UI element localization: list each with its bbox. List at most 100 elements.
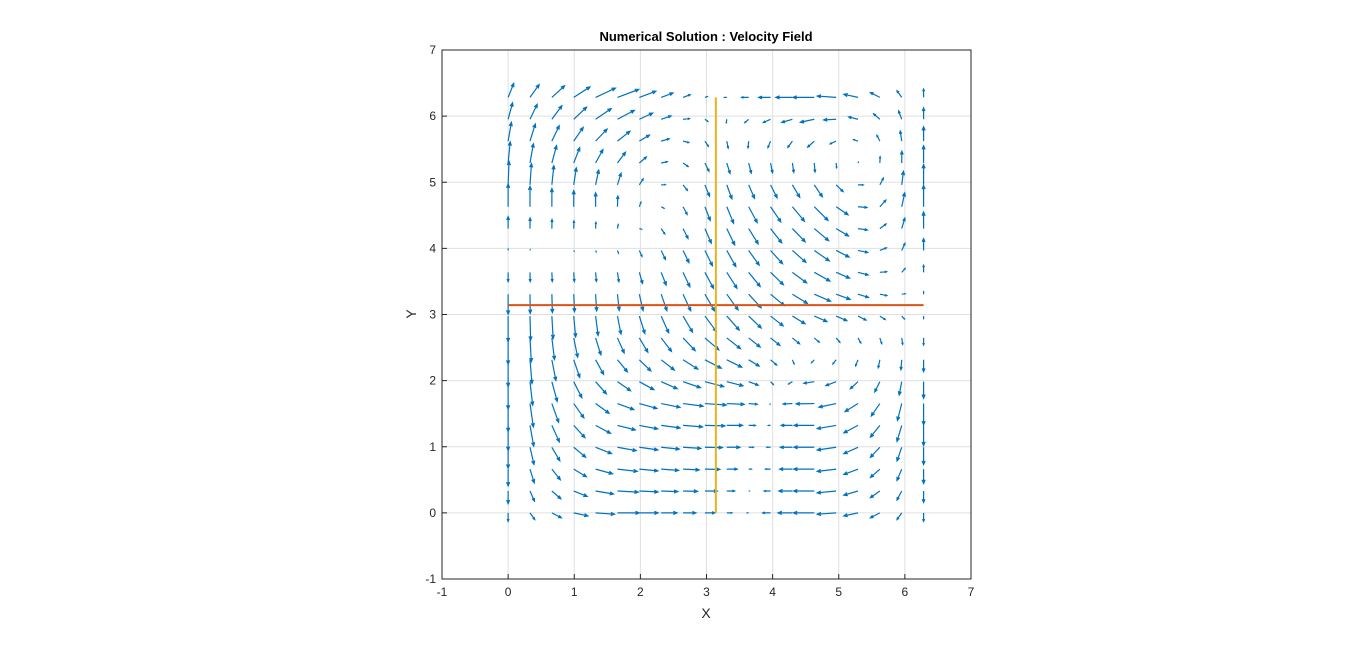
quiver-arrow xyxy=(817,447,836,451)
quiver-arrow xyxy=(879,157,880,163)
chart-title: Numerical Solution : Velocity Field xyxy=(599,29,812,44)
quiver-arrow xyxy=(900,360,902,370)
quiver-arrow xyxy=(836,250,849,257)
quiver-arrow xyxy=(749,338,760,347)
quiver-arrow xyxy=(573,294,576,311)
quiver-arrow xyxy=(727,512,732,513)
quiver-arrow xyxy=(596,382,607,394)
quiver-arrow xyxy=(794,489,815,492)
quiver-arrow xyxy=(814,316,827,322)
quiver-arrow xyxy=(844,447,858,453)
quiver-arrow xyxy=(507,272,509,281)
grid-lines xyxy=(442,50,971,579)
quiver-arrow xyxy=(793,511,814,514)
quiver-arrow xyxy=(617,131,629,141)
quiver-arrow xyxy=(814,185,822,197)
overlay-lines xyxy=(508,97,923,512)
quiver-arrow xyxy=(749,163,752,173)
quiver-arrow xyxy=(779,489,793,492)
quiver-arrow xyxy=(596,469,613,474)
quiver-arrow xyxy=(530,447,535,464)
quiver-arrow xyxy=(814,250,829,260)
quiver-arrow xyxy=(922,146,925,163)
quiver-arrow xyxy=(742,97,749,99)
quiver-arrow xyxy=(683,185,687,191)
quiver-arrow xyxy=(530,469,535,483)
quiver-arrow xyxy=(661,250,665,259)
quiver-arrow xyxy=(705,185,710,196)
quiver-arrow xyxy=(530,338,533,362)
quiver-arrow xyxy=(639,382,654,390)
quiver-arrow xyxy=(617,511,639,514)
quiver-arrow xyxy=(778,511,792,514)
quiver-arrow xyxy=(551,220,553,229)
y-tick-label: 1 xyxy=(429,440,436,454)
quiver-arrow xyxy=(877,135,880,141)
x-tick-label: 1 xyxy=(571,585,578,599)
quiver-arrow xyxy=(858,338,861,343)
quiver-arrow xyxy=(574,491,587,496)
quiver-arrow xyxy=(596,150,603,163)
quiver-arrow xyxy=(727,382,743,387)
quiver-arrow xyxy=(683,338,695,351)
y-tick-label: 0 xyxy=(429,506,436,520)
quiver-arrow xyxy=(574,382,582,398)
quiver-arrow xyxy=(727,207,734,223)
quiver-arrow xyxy=(552,382,558,402)
x-tick-label: 6 xyxy=(902,585,909,599)
quiver-arrow xyxy=(530,425,535,446)
quiver-arrow xyxy=(844,469,858,474)
quiver-arrow xyxy=(552,146,557,163)
quiver-arrow xyxy=(661,229,665,234)
quiver-arrow xyxy=(830,141,836,144)
quiver-arrow xyxy=(530,382,534,405)
quiver-arrow xyxy=(749,425,756,427)
quiver-arrow xyxy=(617,250,618,253)
quiver-arrow xyxy=(901,171,904,184)
quiver-arrow xyxy=(817,491,836,494)
quiver-arrow xyxy=(683,294,691,311)
quiver-arrow xyxy=(727,338,741,349)
quiver-arrow xyxy=(661,382,677,389)
quiver-arrow xyxy=(661,425,680,429)
quiver-arrow xyxy=(878,360,880,368)
quiver-arrow xyxy=(858,250,868,253)
quiver-arrow xyxy=(789,382,793,384)
quiver-arrow xyxy=(683,360,698,369)
quiver-arrow xyxy=(529,218,531,229)
quiver-arrow xyxy=(661,360,674,370)
quiver-arrow xyxy=(508,103,513,119)
quiver-arrow xyxy=(749,316,761,328)
quiver-arrow xyxy=(530,104,537,119)
quiver-arrow xyxy=(759,96,771,99)
quiver-arrow xyxy=(530,164,533,185)
quiver-arrow xyxy=(824,118,836,121)
quiver-arrow xyxy=(661,469,678,472)
quiver-arrow xyxy=(596,88,616,97)
quiver-arrow xyxy=(727,468,737,470)
quiver-arrow xyxy=(530,144,534,163)
quiver-arrow xyxy=(792,316,805,324)
quiver-arrow xyxy=(595,294,598,311)
quiver-arrow xyxy=(871,404,880,416)
quiver-arrow xyxy=(854,139,858,141)
quiver-arrow xyxy=(552,338,556,359)
y-tick-label: 7 xyxy=(429,43,436,57)
quiver-arrow xyxy=(836,338,840,342)
quiver-arrow xyxy=(899,131,901,141)
quiver-arrow xyxy=(529,272,531,281)
quiver-arrow xyxy=(897,425,902,441)
quiver-arrow xyxy=(507,184,510,207)
quiver-arrow xyxy=(705,96,707,97)
quiver-arrow xyxy=(788,141,793,147)
quiver-arrow xyxy=(870,425,879,437)
quiver-arrow xyxy=(768,141,771,147)
quiver-arrow xyxy=(844,491,858,496)
quiver-arrow xyxy=(923,265,925,272)
quiver-arrow xyxy=(617,316,621,334)
quiver-arrow xyxy=(727,490,735,492)
quiver-arrow xyxy=(780,468,793,471)
quiver-arrow xyxy=(858,206,867,208)
quiver-arrow xyxy=(508,122,512,141)
